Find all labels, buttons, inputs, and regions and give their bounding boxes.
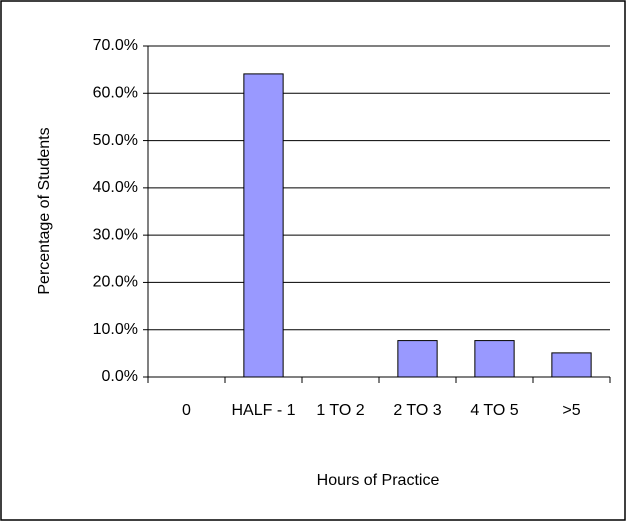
bar <box>397 340 438 378</box>
y-tick-label: 70.0% <box>93 37 138 54</box>
y-tick-label: 20.0% <box>93 274 138 291</box>
x-axis-title: Hours of Practice <box>317 472 440 489</box>
bar <box>551 352 592 378</box>
bar <box>474 340 515 378</box>
x-tick-label: >5 <box>562 402 581 419</box>
y-tick-label: 30.0% <box>93 226 138 243</box>
y-tick-label: 10.0% <box>93 321 138 338</box>
x-tick-label: 0 <box>182 402 191 419</box>
y-tick-label: 40.0% <box>93 179 138 196</box>
y-tick-label: 0.0% <box>102 368 138 385</box>
y-axis-title: Percentage of Students <box>36 127 53 294</box>
x-tick-label: 1 TO 2 <box>316 402 365 419</box>
x-tick-label: 2 TO 3 <box>393 402 442 419</box>
x-tick-label: HALF - 1 <box>231 402 296 419</box>
bar <box>243 73 284 378</box>
y-tick-label: 60.0% <box>93 85 138 102</box>
x-tick-label: 4 TO 5 <box>470 402 519 419</box>
y-tick-label: 50.0% <box>93 132 138 149</box>
